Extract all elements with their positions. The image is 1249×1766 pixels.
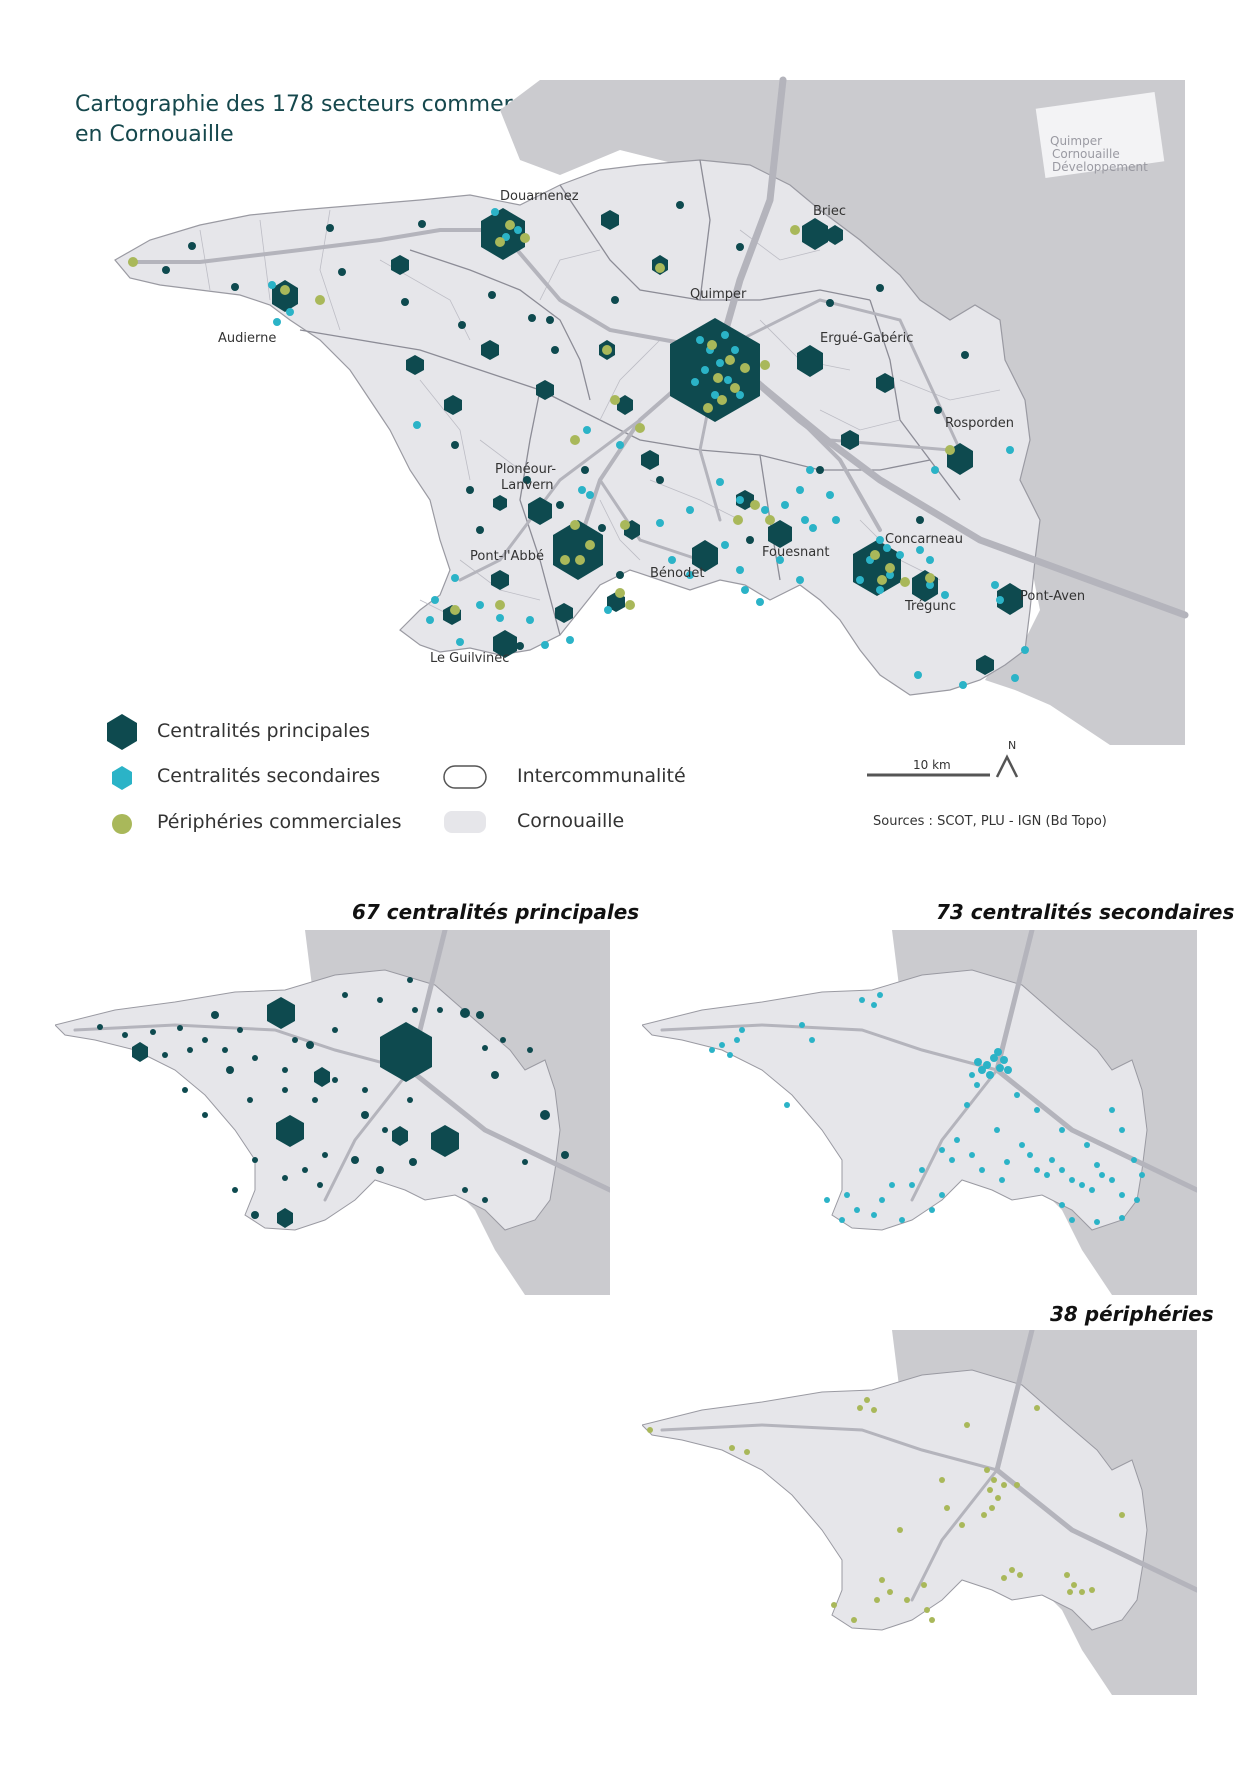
legend-symbols xyxy=(107,714,137,834)
small-map-secondary-title: 73 centralités secondaires xyxy=(936,900,1235,924)
legend-principal-label: Centralités principales xyxy=(157,720,371,742)
secondary-markers xyxy=(268,208,1029,689)
pont-labbe-hexagon xyxy=(553,520,603,580)
legend-periphery-label: Périphéries commerciales xyxy=(157,811,402,833)
qcd-logo: Quimper Cornouaille Développement xyxy=(1035,91,1165,179)
legend-interco-icon xyxy=(443,765,487,789)
small-map-principal xyxy=(55,930,610,1295)
logo-line-1: Quimper xyxy=(1050,134,1102,148)
sources-text: Sources : SCOT, PLU - IGN (Bd Topo) xyxy=(873,814,1107,829)
north-label: N xyxy=(1008,739,1017,752)
label-benodet: Bénodet xyxy=(650,566,704,581)
label-fouesnant: Fouesnant xyxy=(762,545,830,560)
principal-small-markers xyxy=(162,201,969,650)
legend-interco-label: Intercommunalité xyxy=(517,765,686,787)
legend-area-symbols xyxy=(443,765,487,833)
scale-label: 10 km xyxy=(913,758,951,772)
small-map-periphery xyxy=(642,1330,1197,1695)
north-arrow-icon xyxy=(995,754,1019,778)
label-douarnenez: Douarnenez xyxy=(500,189,579,204)
small-map-principal-title: 67 centralités principales xyxy=(352,900,640,924)
legend-cornouaille-label: Cornouaille xyxy=(517,810,625,832)
logo-line-3: Développement xyxy=(1052,160,1148,174)
label-audierne: Audierne xyxy=(218,331,276,346)
douarnenez-hexagon xyxy=(481,208,525,260)
label-briec: Briec xyxy=(813,204,846,219)
label-ploneour: Plonéour- xyxy=(495,462,556,477)
outside-land xyxy=(500,80,1185,745)
label-concarneau: Concarneau xyxy=(885,532,963,547)
map-title-line-2: en Cornouaille xyxy=(75,122,234,147)
periphery-markers xyxy=(128,220,955,615)
logo-line-2: Cornouaille xyxy=(1052,147,1120,161)
place-labels: Douarnenez Briec Audierne Quimper Ergué-… xyxy=(218,189,1085,666)
legend-secondary-icon xyxy=(112,766,132,790)
map-title: Cartographie des 178 secteurs commerciau… xyxy=(75,90,571,150)
legend-secondary-label: Centralités secondaires xyxy=(157,765,381,787)
main-map: Quimper Cornouaille Développement xyxy=(114,76,1189,745)
label-rosporden: Rosporden xyxy=(945,416,1014,431)
label-lanvern: Lanvern xyxy=(501,478,554,493)
label-pont-labbe: Pont-l'Abbé xyxy=(470,549,544,564)
small-map-periphery-title: 38 périphéries xyxy=(1050,1302,1214,1326)
label-ergue-gaberic: Ergué-Gabéric xyxy=(820,331,913,346)
map-title-line-1: Cartographie des 178 secteurs commerciau… xyxy=(75,92,571,117)
legend-periphery-icon xyxy=(112,814,132,834)
label-pont-aven: Pont-Aven xyxy=(1020,589,1085,604)
label-tregunc: Trégunc xyxy=(904,599,956,614)
small-map-secondary xyxy=(642,930,1197,1295)
cornouaille-land xyxy=(114,159,1041,696)
legend-principal-icon xyxy=(107,714,137,750)
scale-north-graphic xyxy=(867,754,1019,778)
principal-quimper-marker xyxy=(380,1022,432,1082)
concarneau-hexagon xyxy=(853,540,901,596)
legend-cornouaille-icon xyxy=(444,811,486,833)
label-le-guilvinec: Le Guilvinec xyxy=(430,651,509,666)
label-quimper: Quimper xyxy=(690,287,747,302)
